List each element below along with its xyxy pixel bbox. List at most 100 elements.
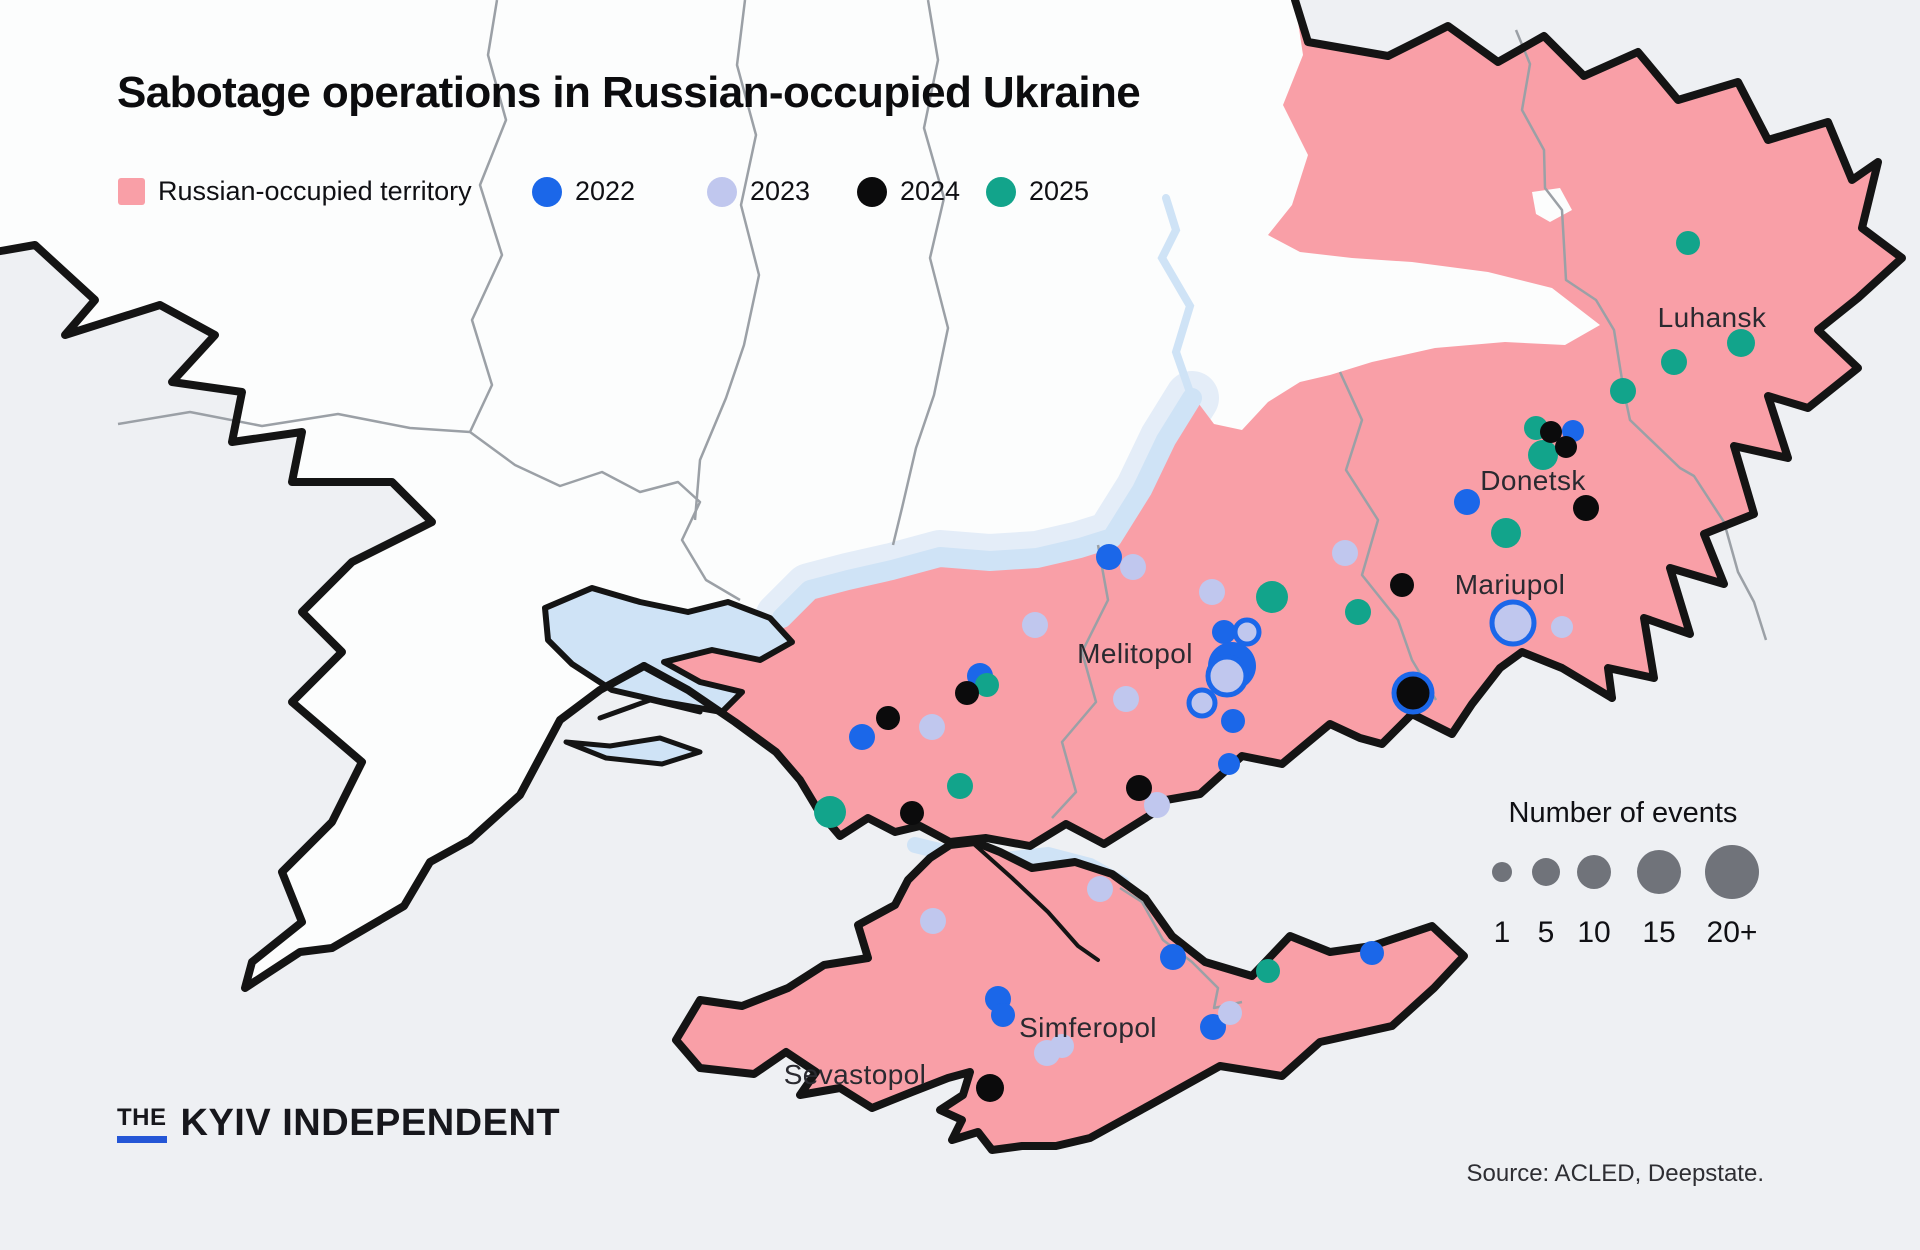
year-2022-label: 2022 xyxy=(575,176,636,206)
territory-swatch xyxy=(118,178,145,205)
source-line: Source: ACLED, Deepstate. xyxy=(1466,1160,1765,1187)
logo-name: KYIV INDEPENDENT xyxy=(180,1102,561,1144)
event-dot-2025 xyxy=(1528,440,1558,470)
event-dot-2023 xyxy=(1087,876,1113,902)
occupied-territory xyxy=(644,2,1902,846)
western-border xyxy=(0,241,648,992)
size-legend-circle-10 xyxy=(1577,855,1611,889)
city-label-melitopol: Melitopol xyxy=(1077,638,1193,669)
event-dot-2023 xyxy=(1120,554,1146,580)
size-legend-circle-5 xyxy=(1532,858,1560,886)
city-labels-layer: Luhansk Donetsk Mariupol Melitopol Simferopo… xyxy=(784,302,1767,1090)
dnipro-river xyxy=(1157,194,1196,402)
size-legend-label-5: 5 xyxy=(1538,916,1555,949)
event-dot-2025 xyxy=(947,773,973,799)
legend-row: Russian-occupied territory 2022 2023 202… xyxy=(0,176,1920,212)
event-dot-2025 xyxy=(1256,581,1288,613)
city-label-mariupol: Mariupol xyxy=(1455,569,1566,600)
year-2023-label: 2023 xyxy=(750,176,811,206)
legend-item-2023: 2023 xyxy=(707,176,810,207)
event-dot-2024 xyxy=(1540,421,1562,443)
event-dot-2023 xyxy=(919,714,945,740)
year-2024-label: 2024 xyxy=(900,176,961,206)
size-legend-label-20+: 20+ xyxy=(1707,916,1758,949)
event-dot-2023 xyxy=(1551,616,1573,638)
city-label-simferopol: Simferopol xyxy=(1019,1012,1157,1043)
event-dot-2025 xyxy=(1661,349,1687,375)
size-legend: Number of events 1 5 10 15 20+ xyxy=(1492,797,1759,949)
event-dot-2025 xyxy=(1491,518,1521,548)
size-legend-label-10: 10 xyxy=(1577,916,1610,949)
size-legend-circle-15 xyxy=(1637,850,1681,894)
country-border xyxy=(0,0,1906,992)
event-dot-2022 xyxy=(1221,709,1245,733)
event-dot-2022 xyxy=(1360,941,1384,965)
year-2023-dot xyxy=(707,176,737,207)
event-dot-2024 xyxy=(976,1074,1004,1102)
year-2024-dot xyxy=(857,176,887,207)
legend-item-2024: 2024 xyxy=(857,176,960,207)
event-dot-2023 xyxy=(1332,540,1358,566)
event-dot-2025 xyxy=(1676,231,1700,255)
event-dot-2025 xyxy=(1256,959,1280,983)
event-dot-2025 xyxy=(1345,599,1371,625)
event-dot-2022 xyxy=(1218,753,1240,775)
event-dot-2023 xyxy=(1022,612,1048,638)
event-dot-2023 xyxy=(1218,1001,1242,1025)
event-dot-2023 xyxy=(1232,617,1262,647)
crimea-peninsula xyxy=(672,838,1468,1154)
city-label-luhansk: Luhansk xyxy=(1658,302,1767,333)
logo-the: THE xyxy=(117,1104,167,1143)
event-dot-2024 xyxy=(1390,573,1414,597)
size-legend-circle-20+ xyxy=(1705,845,1759,899)
legend-item-territory: Russian-occupied territory xyxy=(118,176,472,207)
size-legend-title: Number of events xyxy=(1509,797,1738,829)
oblast-borders xyxy=(117,0,1768,1010)
page-title: Sabotage operations in Russian-occupied … xyxy=(117,68,1141,117)
event-dot-2024 xyxy=(955,681,979,705)
event-dot-2023 xyxy=(1186,687,1218,719)
size-legend-circle-1 xyxy=(1492,862,1512,882)
city-label-sevastopol: Sevastopol xyxy=(784,1059,927,1090)
estuary-water xyxy=(563,735,703,767)
event-dot-2024 xyxy=(1555,436,1577,458)
territory-label: Russian-occupied territory xyxy=(158,176,472,206)
southern-coastline xyxy=(640,648,1616,850)
event-dot-2024 xyxy=(876,706,900,730)
event-dot-2023 xyxy=(1050,1034,1074,1058)
size-legend-label-1: 1 xyxy=(1494,916,1511,949)
event-dot-2022 xyxy=(849,724,875,750)
legend-item-2022: 2022 xyxy=(532,176,635,207)
arabat-spit xyxy=(973,843,1100,962)
event-dot-2022 xyxy=(1454,489,1480,515)
event-dot-2022 xyxy=(1160,944,1186,970)
source-note: Source: ACLED, Deepstate. Note: Data unt… xyxy=(1150,1096,1765,1250)
event-dot-2022 xyxy=(1096,544,1122,570)
event-dot-2023 xyxy=(1144,792,1170,818)
event-dot-2025 xyxy=(1727,329,1755,357)
event-dot-2022 xyxy=(1212,620,1236,644)
event-dot-2022 xyxy=(991,1003,1015,1027)
kinburn-spit xyxy=(597,697,703,721)
kakhovka-reservoir xyxy=(772,388,1202,628)
event-dot-2025 xyxy=(1610,378,1636,404)
size-legend-label-15: 15 xyxy=(1642,916,1675,949)
legend-item-2025: 2025 xyxy=(986,176,1089,207)
event-dots-layer xyxy=(814,231,1755,1102)
event-dot-2024 xyxy=(1126,775,1152,801)
kyiv-independent-logo: THE KYIV INDEPENDENT xyxy=(117,1102,560,1145)
event-dot-2023 xyxy=(1489,599,1537,647)
event-dot-2024 xyxy=(1573,495,1599,521)
event-dot-2023 xyxy=(1199,579,1225,605)
event-dot-2023 xyxy=(1205,654,1249,698)
year-2022-dot xyxy=(532,176,562,207)
year-2025-dot xyxy=(986,176,1016,207)
event-dot-2024 xyxy=(1391,671,1435,715)
event-dot-2025 xyxy=(975,673,999,697)
event-dot-2023 xyxy=(1113,686,1139,712)
year-2025-label: 2025 xyxy=(1029,176,1090,206)
event-dot-2023 xyxy=(920,908,946,934)
event-dot-2024 xyxy=(900,801,924,825)
